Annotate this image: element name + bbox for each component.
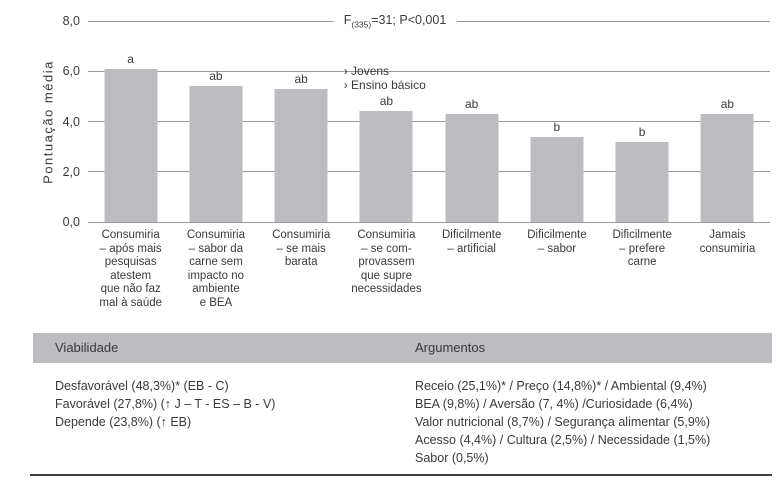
bar-column-1: a bbox=[88, 21, 173, 222]
gridline-y0 bbox=[88, 221, 770, 223]
bar-1 bbox=[104, 68, 158, 222]
bar-column-4: ab › Jovens › Ensino básico bbox=[344, 21, 429, 222]
significance-letter-3: ab bbox=[294, 71, 308, 86]
y-tick-label: 8,0 bbox=[62, 14, 80, 28]
x-category-label-8: Jamais consumiria bbox=[699, 229, 756, 255]
significance-letter-6: b bbox=[553, 119, 561, 134]
y-tick-label: 2,0 bbox=[62, 164, 80, 179]
plot-area: F(335)=31; P<0,001 a ab ab ab › Jovens › Ens… bbox=[88, 12, 770, 223]
bar-column-2: ab bbox=[173, 21, 258, 222]
x-category-label-6: Dificilmente – sabor bbox=[527, 229, 587, 255]
chart-title-fstat: F(335)=31; P<0,001 bbox=[333, 12, 457, 30]
significance-letter-7: b bbox=[638, 124, 646, 139]
fstat-symbol: F bbox=[343, 12, 352, 27]
table-cell-viability: Desfavorável (48,3%)* (EB - C) Favorável… bbox=[55, 379, 276, 429]
x-category-label-7: Dificilmente – prefere carne bbox=[612, 229, 672, 268]
y-tick-label: 6,0 bbox=[62, 64, 80, 79]
bar-2 bbox=[189, 86, 243, 222]
bar-column-8: ab bbox=[685, 21, 770, 222]
bar-column-3: ab bbox=[259, 21, 344, 222]
significance-letter-2: ab bbox=[209, 69, 223, 84]
table-cell-arguments: Receio (25,1%)* / Preço (14,8%)* / Ambie… bbox=[415, 379, 711, 465]
bar-8 bbox=[700, 113, 754, 222]
gridline-y6 bbox=[88, 70, 770, 72]
x-category-label-1: Consumiria – após mais pesquisas atestem… bbox=[99, 229, 163, 309]
bar-4 bbox=[359, 111, 413, 222]
bar-column-7: b bbox=[600, 21, 685, 222]
table-header-viability: Viabilidade bbox=[55, 340, 119, 355]
table-header-band bbox=[33, 333, 772, 363]
bar-7 bbox=[615, 141, 669, 222]
y-tick-label: 0,0 bbox=[62, 215, 80, 229]
bar-3 bbox=[274, 88, 328, 222]
bar-5 bbox=[445, 113, 499, 222]
table-bottom-rule bbox=[30, 474, 772, 476]
x-category-label-3: Consumiria – se mais barata bbox=[272, 229, 331, 268]
bar-column-6: b bbox=[514, 21, 599, 222]
bar-column-5: ab bbox=[429, 21, 514, 222]
group-annotation: › Jovens › Ensino básico bbox=[343, 64, 426, 93]
fstat-value: =31; P<0,001 bbox=[371, 12, 447, 27]
bar-6 bbox=[530, 136, 584, 222]
fstat-df-subscript: (335) bbox=[351, 19, 372, 30]
table-header-arguments: Argumentos bbox=[415, 340, 486, 355]
significance-letter-5: ab bbox=[464, 96, 479, 111]
gridline-y2 bbox=[88, 171, 770, 173]
gridline-y4 bbox=[88, 121, 770, 122]
x-category-label-4: Consumiria – se com- provassem que supre… bbox=[351, 229, 422, 295]
x-category-label-5: Dificilmente – artificial bbox=[441, 229, 502, 255]
y-tick-label: 4,0 bbox=[62, 114, 80, 129]
significance-letter-1: a bbox=[127, 51, 134, 66]
x-category-label-2: Consumiria – sabor da carne sem impacto … bbox=[186, 229, 246, 309]
significance-letter-8: ab bbox=[720, 96, 735, 111]
significance-letter-4: ab bbox=[379, 94, 394, 109]
